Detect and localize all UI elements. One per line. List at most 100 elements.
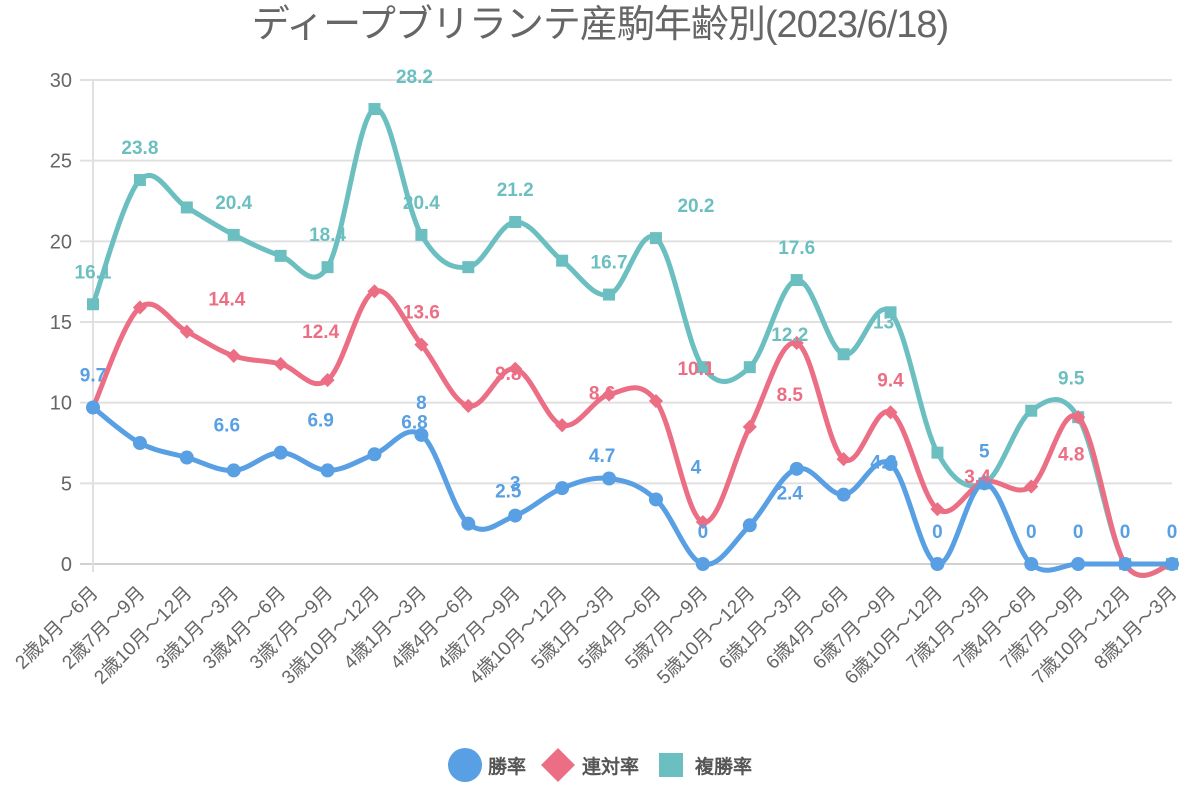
legend-item-win-rate[interactable]: 勝率 [447,748,526,782]
data-point [555,418,570,433]
data-point [1024,479,1039,494]
data-point [931,446,944,459]
data-label: 4 [691,457,702,478]
data-point [509,215,522,228]
data-label: 2.5 [495,482,522,503]
legend-label: 勝率 [487,756,526,778]
data-label: 3.4 [964,467,991,488]
circle-marker-icon [447,748,482,782]
data-point [462,261,475,274]
data-point [1025,404,1038,417]
data-point [836,452,851,467]
data-label: 0 [1073,522,1084,543]
data-label: 10.1 [677,359,714,380]
data-point [695,514,710,530]
data-point [603,288,616,301]
data-point [227,228,240,241]
data-label: 8.5 [777,385,804,406]
data-label: 3 [510,474,521,495]
data-point [883,405,898,420]
data-label: 0 [1120,522,1131,543]
data-label: 4.8 [1058,445,1084,466]
data-label: 13.6 [403,303,440,324]
data-point [367,447,382,462]
diamond-marker-icon [541,748,575,782]
data-point [86,400,100,415]
data-point [273,356,288,372]
data-point [742,518,757,533]
data-point [883,456,898,471]
data-point [180,201,193,214]
data-point [320,373,335,388]
y-tick-label: 15 [50,312,72,334]
data-point [837,348,850,361]
data-label: 20.4 [215,193,252,214]
data-point [930,557,945,571]
data-label: 21.2 [497,180,534,201]
data-label: 18.4 [309,225,346,246]
data-label: 4.7 [589,446,615,467]
data-point [1165,557,1179,571]
data-point [179,450,194,465]
y-tick-label: 0 [61,554,72,576]
data-label: 16.7 [591,253,628,274]
data-label: 9.8 [495,364,521,385]
series-win-rate [86,400,1179,573]
y-axis-ticks: 0 5 10 15 20 25 30 [50,70,72,576]
data-point [790,274,803,287]
data-point [789,335,804,351]
data-point [132,436,147,450]
data-label: 0 [1026,522,1037,543]
data-point [414,427,429,442]
data-label: 6.6 [214,416,240,437]
data-label: 2.4 [777,483,804,504]
data-point [1071,557,1086,571]
data-point [179,324,194,339]
series-lines [85,103,1180,578]
data-point [508,361,523,376]
data-label: 17.6 [778,238,815,259]
data-label: 12.2 [771,325,808,346]
legend-item-place-rate[interactable]: 連対率 [540,748,639,782]
data-point [321,261,334,274]
data-point [274,249,287,262]
data-point [556,254,569,267]
data-point [508,508,523,523]
data-label: 16.1 [75,262,112,283]
y-tick-label: 10 [50,393,72,415]
data-point [87,298,99,311]
data-label: 5 [979,441,990,462]
series-line-place-rate [90,288,1173,578]
legend-item-show-rate[interactable]: 複勝率 [653,752,752,779]
data-label: 9.7 [80,366,106,387]
data-label: 6.9 [307,411,333,432]
data-point [461,398,476,413]
y-tick-label: 30 [50,70,72,92]
data-label: 28.2 [396,67,433,88]
data-label: 14.4 [208,290,245,311]
data-point [132,300,147,315]
data-point [743,361,756,374]
data-labels: 9.7 6.6 6.9 6.88 2.53 4.7 4 0 2.4 4.3 0 5 0 0 0 0 14.4 12… [75,67,1178,543]
data-point [226,463,241,478]
data-point [1024,557,1039,571]
data-label: 20.4 [403,193,440,214]
data-label: 8 [416,393,427,414]
square-marker-icon [659,753,683,777]
data-point [461,516,476,531]
data-label: 20.2 [677,196,714,217]
data-label: 9.4 [877,370,904,391]
data-point [555,481,570,496]
data-point [884,306,897,319]
data-label: 4.3 [870,453,896,474]
data-point [226,348,241,363]
data-label: 12.4 [302,322,339,343]
grid-lines [80,79,1172,572]
data-label: 6.8 [401,412,427,433]
data-point [649,232,662,245]
data-label: 0 [1167,522,1178,543]
data-point [320,463,335,478]
y-tick-label: 5 [61,473,72,495]
y-tick-label: 25 [50,151,72,173]
